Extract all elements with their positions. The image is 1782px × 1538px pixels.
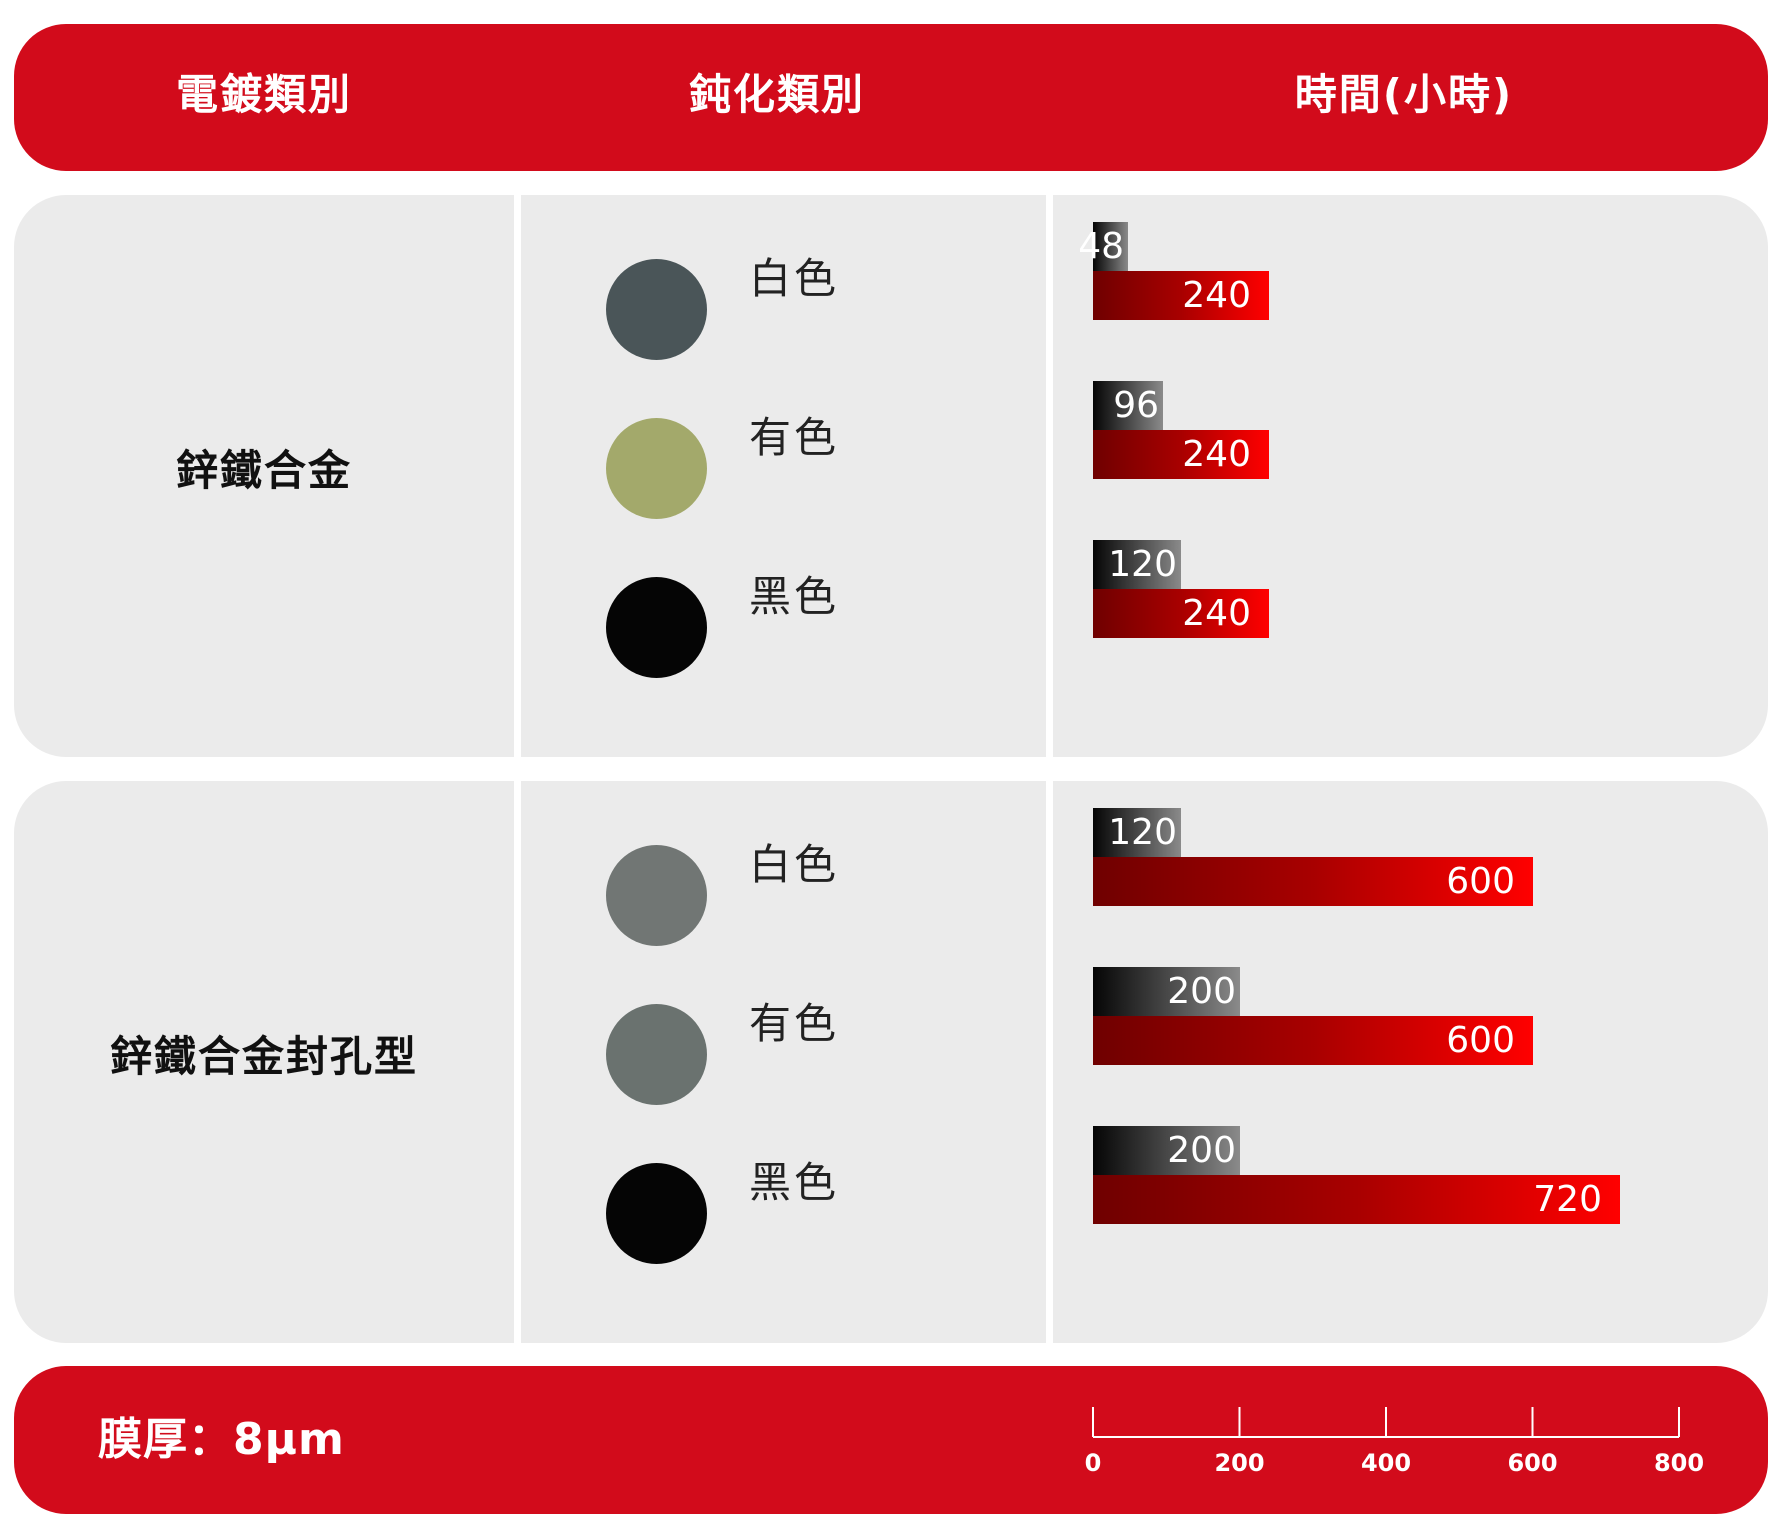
column-divider	[514, 195, 521, 757]
bar-standard: 48	[1078, 222, 1128, 271]
alloy-label: 鋅鐵合金封孔型	[109, 1032, 418, 1081]
axis-tick-label: 400	[1361, 1449, 1411, 1477]
bar-extended-value: 240	[1182, 593, 1251, 634]
passivation-color-label: 白色	[749, 254, 840, 303]
passivation-row: 黑色 200 720	[14, 1126, 1768, 1288]
bar-extended: 240	[1093, 271, 1269, 320]
alloy-group-zinc-iron: 鋅鐵合金 白色 48 240 有色 96 240 黑色 120 240	[14, 195, 1768, 757]
finish-swatch	[606, 845, 707, 946]
bar-extended: 600	[1093, 857, 1533, 906]
time-hours-header: 時間(小時)	[1294, 70, 1514, 119]
bar-standard: 120	[1093, 540, 1181, 589]
table-footer: 膜厚：8µm 0 200 400 600 800	[14, 1366, 1768, 1514]
passivation-color-label: 黑色	[749, 1158, 840, 1207]
axis-tick-label: 200	[1214, 1449, 1264, 1477]
bar-extended: 720	[1093, 1175, 1620, 1224]
bar-standard-value: 96	[1113, 385, 1159, 426]
bar-extended-value: 240	[1182, 434, 1251, 475]
passivation-color-label: 有色	[749, 413, 840, 462]
plating-type-header: 電鍍類別	[175, 70, 352, 119]
column-divider	[1046, 781, 1053, 1343]
bar-extended: 240	[1093, 430, 1269, 479]
bar-extended-value: 600	[1446, 1020, 1515, 1061]
passivation-color-label: 有色	[749, 999, 840, 1048]
bar-standard-value: 200	[1167, 971, 1236, 1012]
finish-swatch	[606, 259, 707, 360]
bar-extended-value: 240	[1182, 275, 1251, 316]
bar-standard-value: 200	[1167, 1130, 1236, 1171]
column-divider	[1046, 195, 1053, 757]
bar-extended: 240	[1093, 589, 1269, 638]
passivation-row: 有色 96 240	[14, 381, 1768, 543]
bar-standard-value: 120	[1108, 544, 1177, 585]
axis-tick-label: 800	[1654, 1449, 1704, 1477]
bar-extended: 600	[1093, 1016, 1533, 1065]
table-header: 電鍍類別 鈍化類別 時間(小時)	[14, 24, 1768, 171]
passivation-color-label: 白色	[749, 840, 840, 889]
time-axis: 0 200 400 600 800	[1085, 1407, 1704, 1477]
passivation-row: 白色 120 600	[14, 808, 1768, 970]
bar-standard: 120	[1093, 808, 1181, 857]
axis-tick-label: 600	[1507, 1449, 1557, 1477]
film-thickness-label: 膜厚：8µm	[98, 1414, 345, 1465]
passivation-type-header: 鈍化類別	[688, 70, 865, 119]
bar-standard: 200	[1093, 1126, 1240, 1175]
bar-standard-value: 48	[1078, 226, 1124, 267]
passivation-row: 黑色 120 240	[14, 540, 1768, 702]
bar-extended-value: 720	[1533, 1179, 1602, 1220]
axis-tick-label: 0	[1085, 1449, 1102, 1477]
bar-standard-value: 120	[1108, 812, 1177, 853]
finish-swatch	[606, 577, 707, 678]
finish-swatch	[606, 418, 707, 519]
passivation-row: 白色 48 240	[14, 222, 1768, 384]
bar-standard: 200	[1093, 967, 1240, 1016]
bar-standard: 96	[1093, 381, 1163, 430]
finish-swatch	[606, 1004, 707, 1105]
passivation-row: 有色 200 600	[14, 967, 1768, 1129]
passivation-color-label: 黑色	[749, 572, 840, 621]
bar-extended-value: 600	[1446, 861, 1515, 902]
alloy-group-zinc-iron-sealed: 鋅鐵合金封孔型 白色 120 600 有色 200 600 黑色 200 720	[14, 781, 1768, 1343]
alloy-label: 鋅鐵合金	[175, 446, 352, 495]
column-divider	[514, 781, 521, 1343]
finish-swatch	[606, 1163, 707, 1264]
